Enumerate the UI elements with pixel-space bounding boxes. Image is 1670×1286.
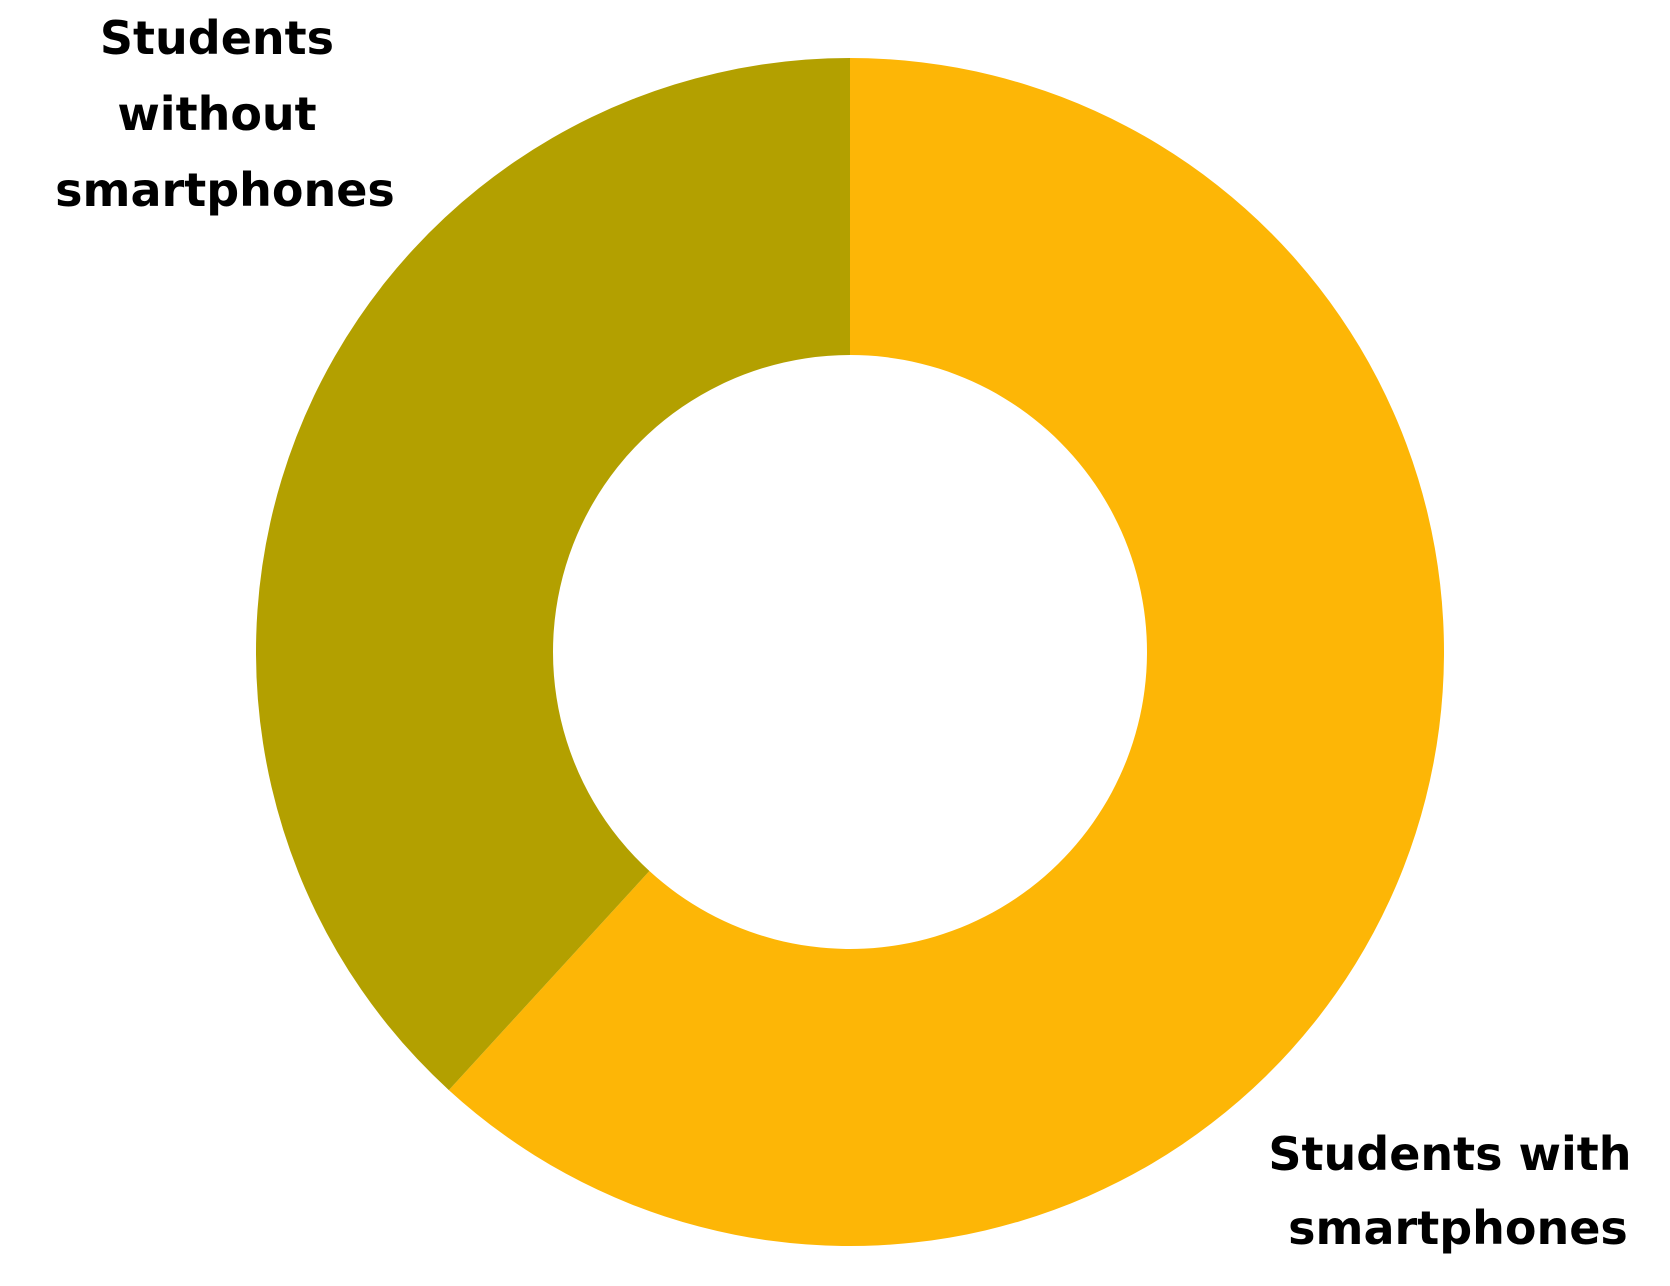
slice-label-without-line-3: smartphones [55,163,395,217]
slice-label-with-line-2: smartphones [1288,1201,1628,1255]
slice-label-without-smartphones: Students without smartphones [55,11,395,217]
slice-label-with-line-1: Students with [1268,1127,1631,1181]
slice-label-without-line-1: Students [100,11,334,65]
donut-slice-without-smartphones [256,58,850,1091]
slice-labels: Students with smartphones Students witho… [55,11,1647,1255]
slice-label-without-line-2: without [117,87,316,141]
donut-slices [256,58,1445,1246]
donut-slice-with-smartphones [448,58,1445,1246]
slice-label-with-smartphones: Students with smartphones [1268,1127,1647,1255]
